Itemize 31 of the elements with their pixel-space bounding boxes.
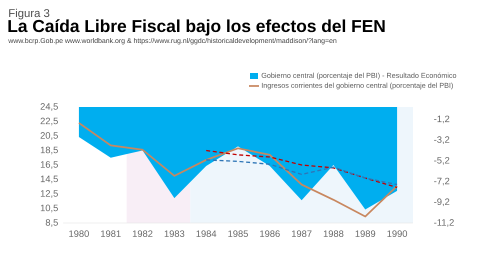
y-tick-label: 22,5 (40, 118, 58, 126)
y2-tick-label: -1,2 (434, 116, 450, 124)
x-tick-label: 1981 (101, 230, 121, 237)
y-tick-label: 24,5 (40, 103, 58, 111)
x-tick-label: 1989 (356, 230, 376, 237)
text: Figura 3 (9, 8, 50, 20)
x-tick-label: 1986 (260, 230, 280, 237)
x-tick-label: 1984 (196, 230, 216, 237)
line-series (206, 150, 398, 188)
x-tick-label: 1983 (164, 230, 184, 237)
x-tick-label: 1985 (228, 230, 248, 237)
y2-tick-label: -7,2 (434, 178, 450, 186)
y-tick-label: 12,5 (40, 190, 58, 198)
y2-tick-label: -9,2 (434, 198, 450, 206)
y-tick-label: 20,5 (40, 132, 58, 140)
y2-tick-label: -11,2 (434, 219, 454, 227)
x-tick-label: 1987 (292, 230, 312, 237)
line-series (78, 122, 398, 218)
y-tick-label: 16,5 (40, 161, 58, 169)
y-tick-label: 18,5 (40, 146, 58, 154)
chart-title: La Caída Libre Fiscal bajo los efectos del FEN (8, 19, 385, 36)
x-tick-label: 1980 (69, 230, 89, 237)
y-tick-label: 8,5 (46, 219, 58, 227)
x-tick-label: 1988 (324, 230, 344, 237)
y2-tick-label: -5,2 (434, 157, 450, 165)
y-tick-label: 14,5 (40, 176, 58, 184)
x-tick-label: 1982 (132, 230, 152, 237)
y-tick-label: 10,5 (40, 204, 58, 212)
x-tick-label: 1990 (387, 230, 408, 237)
y2-tick-label: -3,2 (434, 136, 450, 144)
line-series (206, 159, 398, 186)
